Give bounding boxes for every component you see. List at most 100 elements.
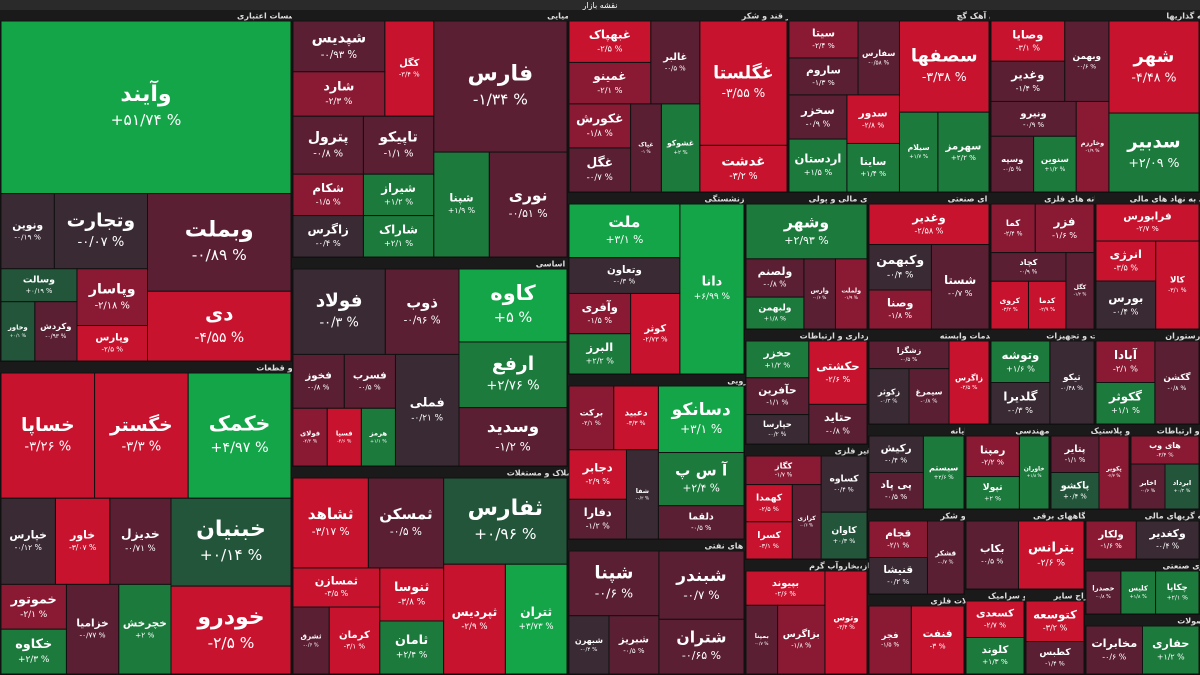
stock-change: -۲/۴ % (1156, 452, 1174, 458)
stock-name: آبادا (1114, 347, 1138, 362)
stock-change: -۲/۹ % (461, 622, 487, 632)
stock-name: ابرداد (1173, 479, 1191, 487)
stock-name: وخاور (7, 324, 28, 332)
stock-change: -۰/۵۸ % (868, 60, 889, 66)
stock-name: تاپیکو (378, 129, 418, 145)
stock-change: -۱/۴ % (1045, 659, 1065, 667)
stock-change: +۱/۸ % (764, 315, 786, 323)
stock-tile (745, 604, 779, 675)
stock-tile (908, 368, 950, 425)
stock-change: +۳/۱ % (680, 422, 722, 436)
sector-title: کانی غیر فلزی (835, 447, 894, 456)
sector-header (568, 540, 745, 551)
stock-tile (868, 289, 932, 330)
stock-name: زکوثر (877, 387, 901, 396)
stock-change: -۰/۷ % (683, 588, 719, 602)
stock-tile (0, 301, 36, 362)
stock-tile (745, 258, 805, 298)
stock-name: وشهر (783, 212, 829, 231)
stock-name: خاوران (1024, 466, 1045, 473)
stock-change: -۰/۵ % (981, 556, 1003, 565)
stock-name: قجام (885, 528, 911, 540)
stock-name: کتوسعه (1033, 607, 1077, 622)
stock-change: -۴/۴۸ % (1131, 69, 1176, 84)
stock-name: کرمان (339, 630, 370, 641)
stock-name: گلدیرا (1003, 389, 1037, 404)
stock-name: بپیوند (772, 578, 799, 589)
stock-tile (630, 292, 681, 375)
stock-tile (679, 203, 745, 375)
stock-change: -۳/۴ % (399, 70, 420, 78)
stock-change: -۳/۱ % (344, 642, 366, 651)
stock-tile (568, 61, 652, 105)
stock-tile (777, 604, 826, 675)
sector-title: فراورده های نفتی (705, 542, 778, 551)
stock-tile (1135, 520, 1200, 560)
stock-name: ثشرق (301, 632, 322, 641)
stock-tile (868, 557, 928, 595)
stock-name: کاوه (490, 281, 536, 305)
stock-change: -۰/۵۱ % (509, 207, 548, 220)
stock-name: انرژی (1110, 247, 1142, 261)
sector-header (965, 510, 1085, 521)
stock-change: -۰/۷ % (948, 289, 973, 298)
stock-name: بزاگرس (783, 628, 820, 640)
stock-change: -۰/۶ % (1102, 652, 1127, 661)
stock-tile (898, 111, 939, 193)
stock-tile (1075, 100, 1110, 193)
stock-tile (990, 252, 1067, 282)
stock-tile (990, 100, 1077, 137)
stock-tile (146, 193, 292, 292)
stock-name: فخوز (304, 370, 331, 382)
stock-name: غدشت (721, 154, 765, 169)
stock-name: وغدیر (1010, 68, 1044, 83)
stock-name: بمپنا (755, 633, 769, 640)
stock-change: +۱/۲ % (1044, 166, 1065, 173)
stock-change: -۲/۸ % (862, 121, 884, 130)
stock-name: وبهمن (1073, 52, 1102, 62)
sector-header (0, 362, 292, 373)
stock-change: -۳/۵۵ % (722, 86, 766, 100)
sector-title: هتل و رستوران (1165, 332, 1200, 341)
sector-title: بانکها و موسسات اعتباری (237, 12, 339, 21)
sector-title: سیمان آهک گچ (957, 11, 1016, 21)
stock-tile (384, 268, 460, 355)
stock-name: بترانس (1028, 540, 1074, 555)
stock-name: اخابر (1139, 479, 1157, 487)
stock-tile (1027, 280, 1067, 330)
stock-tile (1050, 472, 1100, 510)
sector-header (868, 193, 990, 204)
stock-name: کگل (1074, 283, 1087, 291)
sector-header (868, 330, 990, 341)
stock-change: -۲/۵ % (759, 505, 779, 513)
stock-name: کالا (1170, 276, 1186, 286)
stock-tile (568, 292, 632, 335)
stock-tile (0, 20, 292, 195)
stock-tile (990, 60, 1066, 102)
stock-name: غکورش (576, 112, 623, 126)
stock-name: پکویر (1105, 466, 1122, 473)
stock-tile (1025, 641, 1085, 675)
stock-change: -۰/۴۸ % (1061, 385, 1083, 392)
stock-name: ساروم (806, 65, 841, 77)
sector-header (0, 10, 292, 21)
sector-title: قند و شکر (939, 512, 981, 521)
stock-tile (965, 637, 1025, 675)
stock-name: کساوه (829, 474, 859, 485)
stock-tile (930, 244, 990, 330)
stock-name: کطبس (1039, 647, 1071, 658)
stock-change: -۳/۳۸ % (922, 69, 967, 84)
stock-tile (367, 477, 445, 569)
stock-tile (292, 115, 364, 175)
stock-name: خگستر (109, 414, 173, 436)
stock-change: -۰/۴ % (1156, 542, 1179, 551)
stock-name: پی پاد (881, 479, 912, 491)
stock-name: سفارس (862, 48, 895, 59)
stock-change: -۲/۲ % (303, 439, 318, 445)
stock-name: شپنا (449, 191, 473, 204)
stock-change: -۲/۱ % (20, 610, 47, 620)
stock-change: -۱/۸ % (791, 641, 811, 649)
stock-name: سصفها (911, 46, 978, 67)
stock-tile (745, 455, 822, 486)
stock-name: دانا (702, 274, 723, 289)
